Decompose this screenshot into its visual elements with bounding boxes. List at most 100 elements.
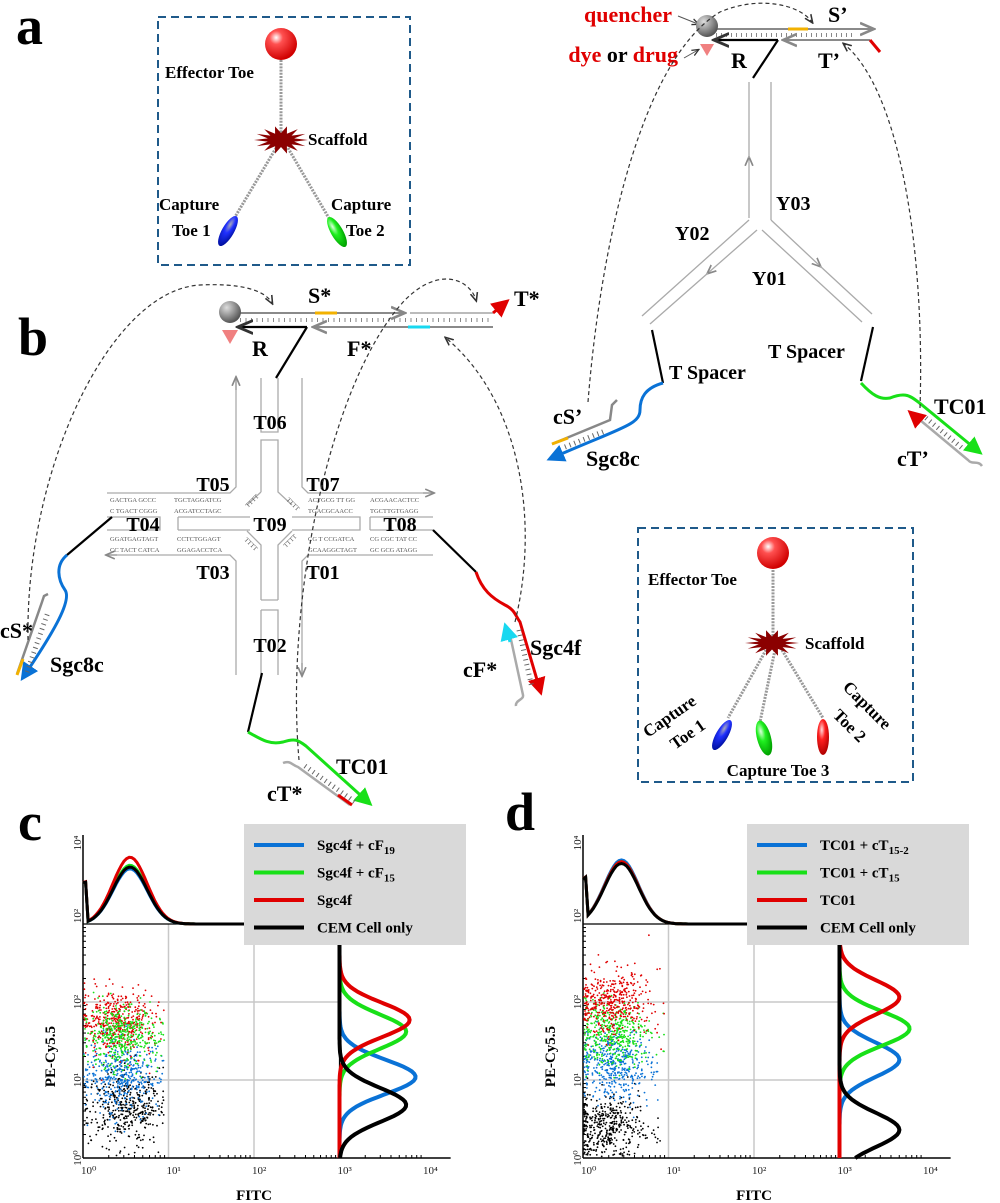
scatter-point xyxy=(112,1041,114,1044)
scatter-point xyxy=(595,1099,598,1102)
scatter-point xyxy=(128,1127,130,1130)
scatter-point xyxy=(618,1048,620,1051)
scatter-point xyxy=(124,1022,127,1025)
scatter-point xyxy=(110,1038,113,1040)
scatter-point xyxy=(120,1065,122,1067)
scatter-point xyxy=(621,1048,624,1051)
scatter-point xyxy=(123,1010,126,1013)
scatter-point xyxy=(599,998,602,1000)
scatter-point xyxy=(142,1104,145,1107)
scatter-point xyxy=(610,1137,613,1140)
scatter-point xyxy=(583,1106,586,1108)
scatter-point xyxy=(607,1036,610,1038)
scatter-point xyxy=(604,1025,607,1028)
scatter-point xyxy=(606,960,609,963)
scatter-point xyxy=(598,1111,601,1114)
scatter-point xyxy=(141,1094,144,1097)
scatter-point xyxy=(140,1111,143,1113)
scatter-point xyxy=(615,1139,618,1142)
scatter-point xyxy=(111,1070,114,1072)
scatter-point xyxy=(83,1082,86,1085)
scatter-point xyxy=(585,1098,587,1101)
scatter-point xyxy=(626,1015,629,1018)
scatter-point xyxy=(636,1004,639,1007)
t-spacer-right-label: T Spacer xyxy=(768,341,845,363)
scatter-point xyxy=(591,1116,594,1118)
scatter-point xyxy=(139,1099,142,1102)
scatter-point xyxy=(597,1104,599,1107)
scatter-point xyxy=(593,1067,595,1069)
scatter-point xyxy=(586,1003,588,1006)
scatter-point xyxy=(125,1039,128,1042)
y-shaped-construct: quencher dye or drug S’ T’ R Y03 Y02 Y01… xyxy=(546,2,987,471)
scatter-point xyxy=(610,1046,612,1049)
scatter-point xyxy=(600,1074,603,1076)
scatter-point xyxy=(625,1088,627,1091)
scatter-point xyxy=(126,1041,129,1043)
scatter-point xyxy=(609,1104,612,1106)
scatter-point xyxy=(92,1080,95,1083)
scatter-point xyxy=(643,1020,646,1022)
t-spacer xyxy=(432,529,477,573)
scatter-point xyxy=(110,1045,112,1048)
scatter-point xyxy=(622,1139,625,1141)
scatter-point xyxy=(594,1049,597,1051)
dye-triangle-icon xyxy=(700,44,714,56)
legend-entry-subscript: 15-2 xyxy=(889,845,910,857)
scatter-point xyxy=(83,1075,85,1078)
legend-entry-subscript: 15 xyxy=(384,873,396,885)
scatter-point xyxy=(629,1028,632,1031)
scatter-point xyxy=(612,1143,615,1145)
scatter-point xyxy=(614,960,616,963)
scatter-point xyxy=(99,1105,102,1108)
scatter-point xyxy=(628,1023,631,1025)
scatter-point xyxy=(647,1030,650,1033)
scatter-point xyxy=(639,1105,642,1108)
scatter-point xyxy=(123,1069,126,1071)
scatter-point xyxy=(95,1024,98,1027)
x-tick-label: 10¹ xyxy=(667,1165,681,1177)
scatter-point xyxy=(653,1071,655,1074)
scatter-point xyxy=(119,1103,122,1105)
cross-inner-strands xyxy=(107,378,433,675)
scatter-point xyxy=(126,1068,129,1071)
scatter-point xyxy=(624,1100,627,1103)
scatter-point xyxy=(596,1011,599,1014)
scatter-point xyxy=(594,1090,597,1093)
scatter-point xyxy=(601,1058,604,1060)
scatter-point xyxy=(610,1002,612,1004)
scatter-point xyxy=(94,1050,97,1053)
scatter-point xyxy=(99,1011,102,1014)
scatter-point xyxy=(626,1054,629,1057)
scatter-point xyxy=(593,1056,595,1058)
scatter-point xyxy=(593,971,596,974)
scatter-point xyxy=(126,1043,129,1046)
scatter-point xyxy=(584,1031,586,1034)
scatter-point xyxy=(119,1063,121,1066)
scatter-point xyxy=(601,1135,604,1138)
scatter-point xyxy=(131,1011,134,1013)
scatter-point xyxy=(607,1137,610,1140)
scatter-point xyxy=(595,1017,598,1020)
scatter-point xyxy=(626,1022,629,1025)
scatter-point xyxy=(114,1102,117,1105)
scatter-point xyxy=(640,1041,642,1044)
scatter-point xyxy=(643,1025,646,1027)
scatter-point xyxy=(120,1125,123,1127)
scatter-point xyxy=(584,1094,586,1097)
scatter-point xyxy=(632,994,635,997)
scatter-point xyxy=(124,1077,127,1080)
scatter-point xyxy=(605,1082,608,1084)
scatter-point xyxy=(86,1116,88,1119)
scatter-point xyxy=(606,1040,609,1043)
scatter-point xyxy=(104,1055,107,1057)
y-axis-title: PE-Cy5.5 xyxy=(43,1026,59,1087)
scatter-point xyxy=(590,997,592,999)
scatter-point xyxy=(591,1056,593,1058)
scatter-point xyxy=(650,1062,653,1065)
tc01-aptamer-strand xyxy=(859,381,983,455)
scatter-point xyxy=(636,1040,639,1043)
scatter-point xyxy=(134,1040,136,1042)
scatter-point xyxy=(134,1113,137,1116)
scatter-point xyxy=(652,1129,655,1132)
